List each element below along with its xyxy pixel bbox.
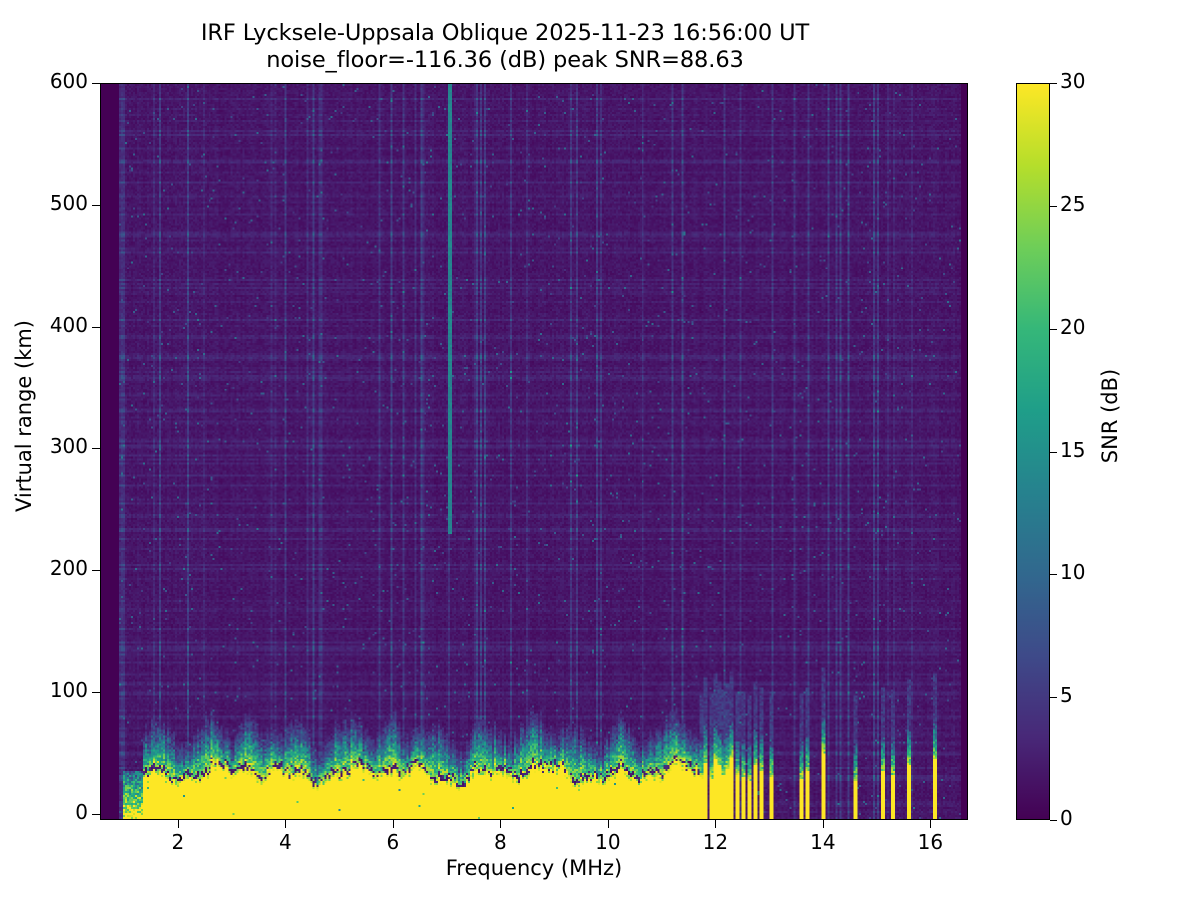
y-tick-mark <box>92 692 100 694</box>
colorbar-tick-label: 10 <box>1060 560 1086 585</box>
y-tick-mark <box>92 813 100 815</box>
x-axis-label: Frequency (MHz) <box>445 856 623 880</box>
colorbar-tick-mark <box>1050 697 1057 699</box>
y-tick-mark <box>92 83 100 84</box>
plot-axes <box>100 83 968 820</box>
colorbar-label: SNR (dB) <box>1098 368 1122 464</box>
y-tick-label: 500 <box>49 190 88 215</box>
ionogram-heatmap <box>101 84 967 819</box>
title-line-2: noise_floor=-116.36 (dB) peak SNR=88.63 <box>266 47 744 74</box>
x-tick-label: 14 <box>810 830 836 854</box>
x-tick-label: 10 <box>595 830 621 854</box>
x-tick-mark <box>285 820 287 828</box>
colorbar-tick-mark <box>1050 205 1057 207</box>
y-tick-label: 100 <box>49 678 88 703</box>
y-tick-label: 200 <box>49 556 88 581</box>
x-tick-label: 2 <box>171 830 185 854</box>
y-axis-label: Virtual range (km) <box>12 319 36 513</box>
y-tick-mark <box>92 448 100 450</box>
x-tick-mark <box>500 820 502 828</box>
y-tick-mark <box>92 570 100 572</box>
x-tick-label: 6 <box>386 830 400 854</box>
x-tick-mark <box>177 820 179 828</box>
colorbar-gradient <box>1017 84 1049 819</box>
colorbar-tick-label: 25 <box>1060 191 1086 216</box>
colorbar-tick-label: 15 <box>1060 437 1086 462</box>
y-tick-mark <box>92 326 100 328</box>
colorbar-tick-label: 20 <box>1060 314 1086 339</box>
colorbar-tick-label: 5 <box>1060 683 1073 708</box>
x-tick-mark <box>930 820 932 828</box>
y-tick-mark <box>92 204 100 206</box>
y-tick-label: 400 <box>49 312 88 337</box>
colorbar <box>1016 83 1050 820</box>
x-tick-mark <box>715 820 717 828</box>
x-tick-label: 12 <box>702 830 729 854</box>
colorbar-tick-label: 0 <box>1060 806 1073 830</box>
colorbar-tick-mark <box>1050 451 1057 453</box>
x-tick-mark <box>607 820 609 828</box>
x-tick-label: 8 <box>494 830 507 854</box>
colorbar-tick-mark <box>1050 83 1057 84</box>
x-tick-label: 4 <box>279 830 292 854</box>
x-tick-mark <box>822 820 824 828</box>
colorbar-tick-label: 30 <box>1060 69 1086 93</box>
colorbar-tick-mark <box>1050 820 1057 821</box>
title-line-1: IRF Lycksele-Uppsala Oblique 2025-11-23 … <box>200 20 810 46</box>
x-tick-mark <box>392 820 394 828</box>
colorbar-tick-mark <box>1050 328 1057 330</box>
x-tick-label: 16 <box>917 830 944 854</box>
y-tick-label: 300 <box>49 434 88 459</box>
figure-title: IRF Lycksele-Uppsala Oblique 2025-11-23 … <box>0 20 1010 75</box>
y-tick-label: 0 <box>75 799 88 824</box>
y-tick-label: 600 <box>49 69 88 93</box>
colorbar-tick-mark <box>1050 574 1057 576</box>
